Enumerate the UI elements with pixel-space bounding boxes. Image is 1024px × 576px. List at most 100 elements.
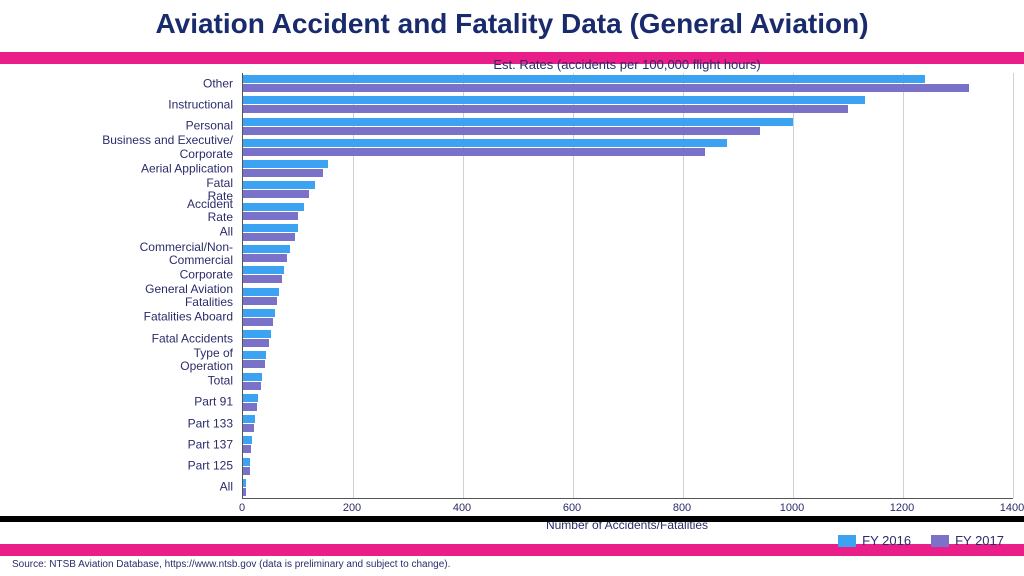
- x-tick-label: 200: [343, 502, 361, 514]
- bar-series1: [243, 458, 250, 466]
- row-label: Fatalities Aboard: [1, 311, 233, 324]
- data-row: Business and Executive/ Corporate: [243, 137, 1013, 158]
- bar-series1: [243, 288, 279, 296]
- bar-series1: [243, 139, 727, 147]
- data-row: Accident Rate: [243, 201, 1013, 222]
- data-row: Part 91: [243, 392, 1013, 413]
- legend: FY 2016 FY 2017: [838, 533, 1004, 548]
- bar-series2: [243, 127, 760, 135]
- footer-source: Source: NTSB Aviation Database, https://…: [12, 559, 450, 570]
- bar-series2: [243, 382, 261, 390]
- x-tick-label: 1000: [780, 502, 804, 514]
- data-row: Other: [243, 73, 1013, 94]
- row-label: Personal: [1, 120, 233, 133]
- bar-series1: [243, 75, 925, 83]
- x-tick-label: 1400: [1000, 502, 1024, 514]
- subtitle-text: Est. Rates (accidents per 100,000 flight…: [493, 57, 760, 72]
- black-separator: [0, 516, 1024, 522]
- chart-area: Est. Rates (accidents per 100,000 flight…: [0, 55, 1024, 520]
- data-row: All: [243, 477, 1013, 498]
- bar-series1: [243, 330, 271, 338]
- bar-series1: [243, 415, 255, 423]
- row-label: Other: [1, 77, 233, 90]
- data-row: Aerial Application: [243, 158, 1013, 179]
- row-label: Business and Executive/ Corporate: [1, 134, 233, 160]
- bar-series1: [243, 436, 252, 444]
- bar-series2: [243, 297, 277, 305]
- bar-series2: [243, 254, 287, 262]
- bar-series1: [243, 479, 246, 487]
- x-tick-label: 600: [563, 502, 581, 514]
- data-row: Instructional: [243, 94, 1013, 115]
- bar-series2: [243, 360, 265, 368]
- row-label: Aerial Application: [1, 162, 233, 175]
- bar-series1: [243, 373, 262, 381]
- data-row: Corporate: [243, 264, 1013, 285]
- bar-series2: [243, 339, 269, 347]
- bar-series2: [243, 275, 282, 283]
- row-label: Fatal Accidents: [1, 332, 233, 345]
- bar-series2: [243, 212, 298, 220]
- bar-series1: [243, 266, 284, 274]
- bar-series2: [243, 190, 309, 198]
- row-label: Part 125: [1, 460, 233, 473]
- bar-series2: [243, 445, 251, 453]
- data-row: Fatalities Aboard: [243, 307, 1013, 328]
- legend-swatch-1: [838, 535, 856, 547]
- row-label: Total: [1, 375, 233, 388]
- bar-series1: [243, 118, 793, 126]
- data-row: Commercial/Non- Commercial: [243, 243, 1013, 264]
- row-label: Part 133: [1, 417, 233, 430]
- row-label: All: [1, 226, 233, 239]
- legend-item-2: FY 2017: [931, 533, 1004, 548]
- chart-container: Aviation Accident and Fatality Data (Gen…: [0, 0, 1024, 576]
- legend-label-1: FY 2016: [862, 533, 911, 548]
- row-label: Accident Rate: [1, 198, 233, 224]
- grid-line: [1013, 73, 1014, 498]
- bar-series1: [243, 160, 328, 168]
- bar-series2: [243, 233, 295, 241]
- legend-item-1: FY 2016: [838, 533, 911, 548]
- x-tick-label: 400: [453, 502, 471, 514]
- data-row: Fatal Accidents: [243, 328, 1013, 349]
- bar-series1: [243, 309, 275, 317]
- data-row: All: [243, 222, 1013, 243]
- bar-series2: [243, 488, 246, 496]
- bar-series2: [243, 169, 323, 177]
- x-tick-label: 800: [673, 502, 691, 514]
- data-row: Part 125: [243, 456, 1013, 477]
- legend-label-2: FY 2017: [955, 533, 1004, 548]
- bar-series1: [243, 245, 290, 253]
- legend-swatch-2: [931, 535, 949, 547]
- data-row: Fatal Rate: [243, 179, 1013, 200]
- bar-series1: [243, 203, 304, 211]
- bar-series1: [243, 351, 266, 359]
- data-row: Part 133: [243, 413, 1013, 434]
- bar-series2: [243, 318, 273, 326]
- row-label: Instructional: [1, 98, 233, 111]
- plot-area: OtherInstructionalPersonalBusiness and E…: [242, 73, 1013, 499]
- data-row: Type of Operation: [243, 349, 1013, 370]
- bar-series1: [243, 394, 258, 402]
- bar-series1: [243, 96, 865, 104]
- row-label: Part 91: [1, 396, 233, 409]
- x-tick-label: 1200: [890, 502, 914, 514]
- bar-series2: [243, 148, 705, 156]
- row-label: Commercial/Non- Commercial: [1, 240, 233, 266]
- row-label: Type of Operation: [1, 347, 233, 373]
- bar-series1: [243, 224, 298, 232]
- data-row: Total: [243, 371, 1013, 392]
- bar-series1: [243, 181, 315, 189]
- bar-series2: [243, 424, 254, 432]
- row-label: Part 137: [1, 438, 233, 451]
- data-row: Personal: [243, 116, 1013, 137]
- bar-series2: [243, 84, 969, 92]
- bar-series2: [243, 105, 848, 113]
- data-row: Part 137: [243, 434, 1013, 455]
- bar-series2: [243, 467, 250, 475]
- row-label: All: [1, 481, 233, 494]
- row-label: Corporate: [1, 268, 233, 281]
- x-tick-label: 0: [239, 502, 245, 514]
- data-row: General Aviation Fatalities: [243, 286, 1013, 307]
- chart-subtitle: Est. Rates (accidents per 100,000 flight…: [242, 58, 1012, 73]
